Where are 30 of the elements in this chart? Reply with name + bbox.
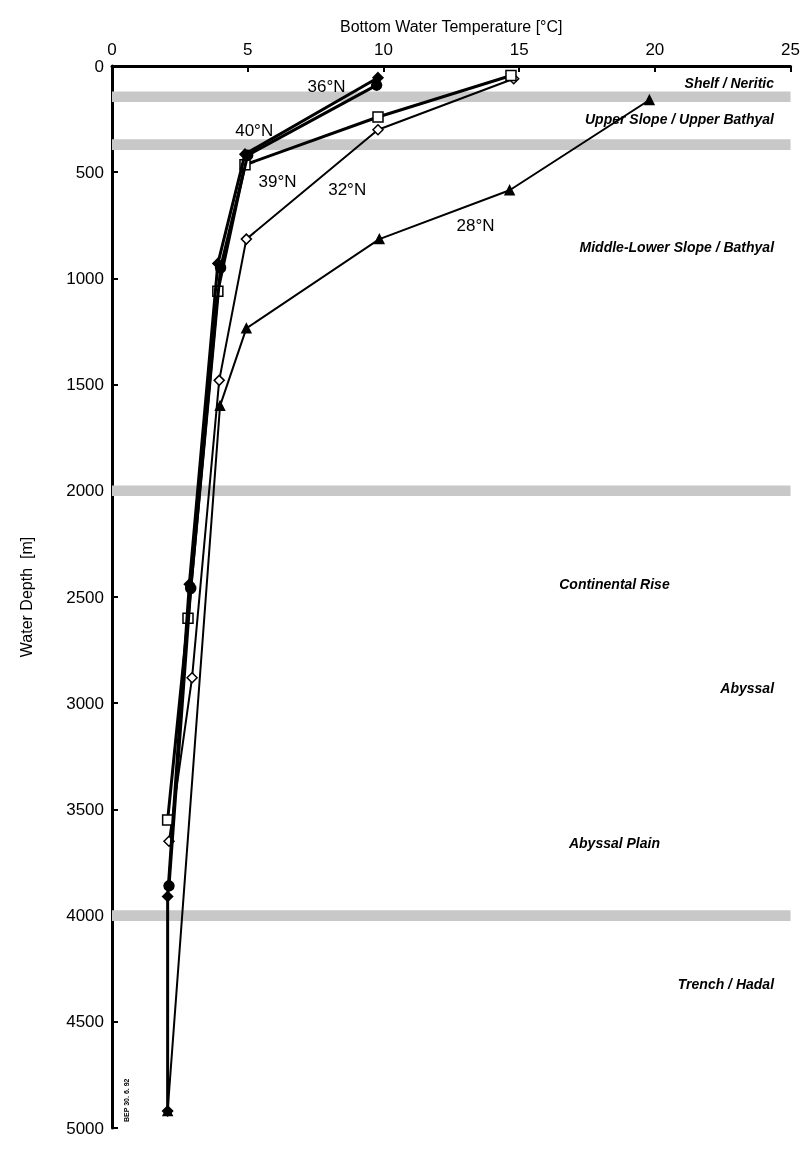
series-label: 40°N bbox=[235, 120, 274, 140]
x-tick-label: 25 bbox=[781, 40, 801, 59]
x-tick-label: 0 bbox=[107, 40, 117, 59]
y-tick-label: 2500 bbox=[66, 587, 104, 607]
y-tick-label: 0 bbox=[94, 56, 104, 76]
y-tick-label: 4000 bbox=[66, 906, 104, 926]
y-tick-label: 1500 bbox=[66, 375, 104, 395]
x-axis-title: Bottom Water Temperature [°C] bbox=[340, 17, 563, 35]
y-tick-label: 3500 bbox=[66, 799, 104, 819]
series-label: 32°N bbox=[328, 179, 367, 199]
annotation: Abyssal Plain bbox=[567, 835, 660, 852]
x-tick-label: 5 bbox=[242, 40, 253, 59]
y-tick-label: 3000 bbox=[66, 693, 104, 713]
y-tick-label: 4500 bbox=[66, 1012, 104, 1032]
x-tick-label: 10 bbox=[373, 40, 393, 59]
series-label: 28°N bbox=[456, 216, 495, 236]
annotation: Continental Rise bbox=[559, 576, 670, 593]
annotation: Middle-Lower Slope / Bathyal bbox=[579, 238, 776, 255]
y-tick-label: 500 bbox=[75, 162, 104, 182]
series-label: 39°N bbox=[258, 172, 297, 192]
y-tick-label: 2000 bbox=[66, 481, 104, 501]
annotation: Shelf / Neritic bbox=[684, 74, 775, 91]
y-tick-label: 5000 bbox=[66, 1118, 104, 1138]
x-tick-label: 20 bbox=[645, 40, 665, 59]
series-label: 36°N bbox=[307, 77, 346, 97]
y-axis-title: Water Depth [m] bbox=[17, 536, 35, 658]
annotation: Trench / Hadal bbox=[677, 975, 776, 992]
y-tick-label: 1000 bbox=[66, 268, 104, 288]
x-tick-label: 15 bbox=[509, 40, 529, 59]
annotation: Abyssal bbox=[719, 680, 776, 697]
